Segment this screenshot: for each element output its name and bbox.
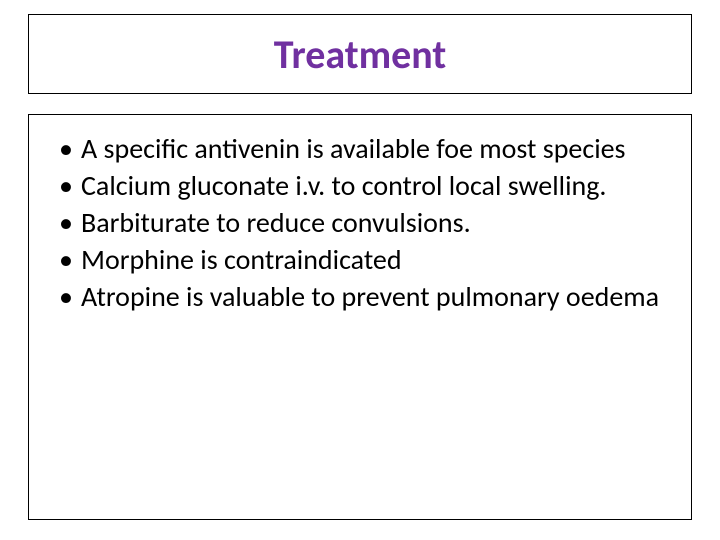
bullet-item: • Atropine is valuable to prevent pulmon… [51,279,669,314]
bullet-item: • Morphine is contraindicated [51,242,669,277]
bullet-text: Barbiturate to reduce convulsions. [81,205,669,240]
bullet-item: • Barbiturate to reduce convulsions. [51,205,669,240]
bullet-marker-icon: • [51,205,81,240]
bullet-text: Morphine is contraindicated [81,242,669,277]
content-container: • A specific antivenin is available foe … [28,114,692,520]
bullet-marker-icon: • [51,131,81,166]
bullet-text: Atropine is valuable to prevent pulmonar… [81,279,669,314]
bullet-marker-icon: • [51,279,81,314]
bullet-item: • A specific antivenin is available foe … [51,131,669,166]
bullet-text: Calcium gluconate i.v. to control local … [81,168,669,203]
bullet-item: • Calcium gluconate i.v. to control loca… [51,168,669,203]
title-container: Treatment [28,14,692,94]
bullet-marker-icon: • [51,168,81,203]
slide-title: Treatment [274,30,447,79]
bullet-text: A specific antivenin is available foe mo… [81,131,669,166]
bullet-marker-icon: • [51,242,81,277]
